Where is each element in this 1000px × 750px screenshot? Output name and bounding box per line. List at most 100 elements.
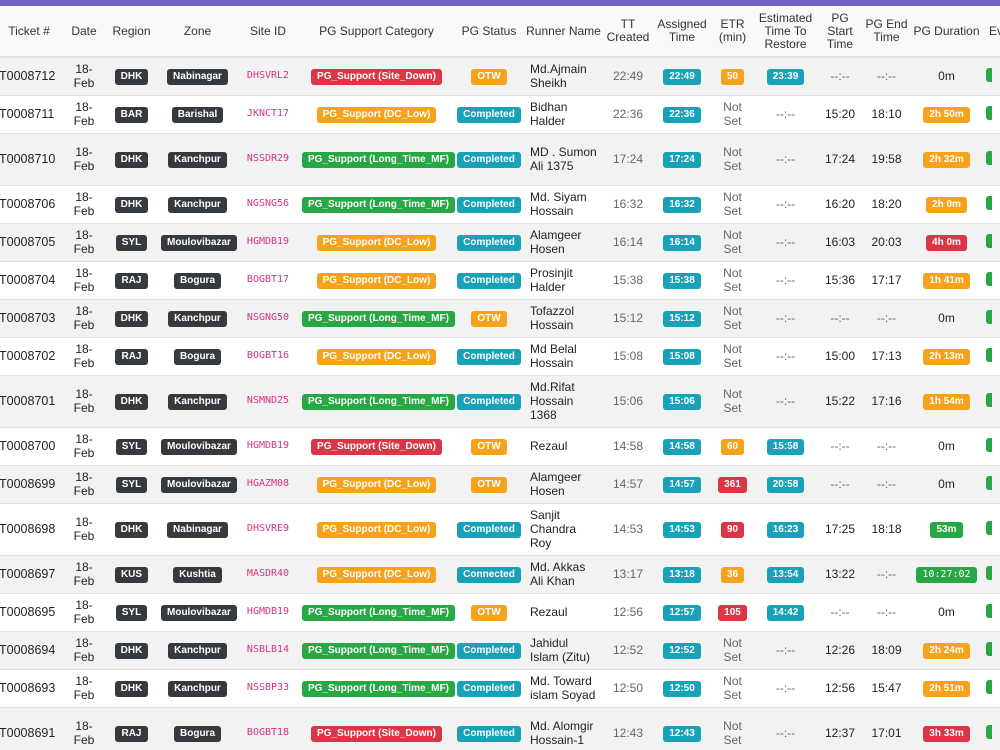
runner-name: Rezaul: [524, 593, 603, 632]
pg-start: --:--: [817, 299, 863, 338]
region: KUS: [105, 555, 158, 594]
table-row[interactable]: T0008697 18- Feb KUS Kushtia MASDR40 PG_Suppor…: [0, 555, 1000, 594]
pg-category: PG_Support (Long_Time_MF): [299, 669, 455, 708]
table-row[interactable]: T0008693 18- Feb DHK Kanchpur NSSBP33 PG_Suppo…: [0, 669, 1000, 708]
table-row[interactable]: T0008712 18- Feb DHK Nabinagar DHSVRL2 PG_Supp…: [0, 57, 1000, 96]
table-row[interactable]: T0008711 18- Feb BAR Barishal JKNCT17 PG_Suppo…: [0, 95, 1000, 134]
extra-column: [983, 337, 1000, 376]
table-row[interactable]: T0008705 18- Feb SYL Moulovibazar HGMDB19 PG_S…: [0, 223, 1000, 262]
zone-badge: Moulovibazar: [161, 476, 237, 493]
region-badge: SYL: [115, 604, 148, 621]
tt-created-text: 12:50: [612, 681, 644, 695]
date: 18- Feb: [63, 57, 105, 96]
table-row[interactable]: T0008710 18- Feb DHK Kanchpur NSSDR29 PG_Suppo…: [0, 133, 1000, 186]
table-row[interactable]: T0008691 18- Feb RAJ Bogura BOGBT18 PG_Support…: [0, 707, 1000, 750]
table-row[interactable]: T0008698 18- Feb DHK Nabinagar DHSVRE9 PG_Supp…: [0, 503, 1000, 556]
pg-duration: 10:27:02: [910, 555, 983, 594]
zone-badge: Moulovibazar: [161, 438, 237, 455]
pg-start-text: 17:25: [824, 522, 856, 536]
runner-name-text: Md. Toward islam Soyad: [530, 674, 596, 702]
category-badge: PG_Support (Long_Time_MF): [302, 310, 455, 327]
runner-name-text: Bidhan Halder: [530, 100, 568, 128]
header-tt-created[interactable]: TT Created: [603, 6, 653, 58]
runner-name-text: Rezaul: [530, 439, 568, 453]
table-row[interactable]: T0008706 18- Feb DHK Kanchpur NGSNG56 PG_Suppo…: [0, 185, 1000, 224]
table-row[interactable]: T0008694 18- Feb DHK Kanchpur NSBLB14 PG_Suppo…: [0, 631, 1000, 670]
region: DHK: [105, 185, 158, 224]
etr: Not Set: [711, 299, 754, 338]
pg-end: 17:16: [863, 375, 910, 428]
date: 18- Feb: [63, 95, 105, 134]
ticket-id: T0008701: [0, 375, 63, 428]
estimated-restore: 20:58: [754, 465, 817, 504]
assigned-time: 12:52: [653, 631, 711, 670]
category-badge: PG_Support (Site_Down): [311, 438, 442, 455]
category-badge: PG_Support (DC_Low): [316, 272, 437, 289]
etr-badge: 361: [718, 476, 747, 493]
runner-name: Md.Rifat Hossain 1368: [524, 375, 603, 428]
header-site-id[interactable]: Site ID: [237, 6, 299, 58]
header-ticket[interactable]: Ticket #: [0, 6, 63, 58]
ticket-id-text: T0008699: [0, 477, 56, 491]
header-zone[interactable]: Zone: [158, 6, 237, 58]
pg-duration-badge: 4h 0m: [926, 234, 967, 251]
status-badge: Completed: [457, 272, 521, 289]
runner-name-text: Alamgeer Hosen: [530, 228, 582, 256]
pg-duration-badge: 1h 41m: [923, 272, 970, 289]
date: 18- Feb: [63, 375, 105, 428]
header-date[interactable]: Date: [63, 6, 105, 58]
status-badge: Completed: [457, 196, 521, 213]
pg-start-text: 12:26: [824, 643, 856, 657]
pg-end-text: 15:47: [871, 681, 902, 695]
runner-name: Jahidul Islam (Zitu): [524, 631, 603, 670]
pg-end: 19:58: [863, 133, 910, 186]
pg-start-text: --:--: [830, 69, 850, 84]
runner-name-text: Md Belal Hossain: [530, 342, 577, 370]
table-row[interactable]: T0008704 18- Feb RAJ Bogura BOGBT17 PG_Support…: [0, 261, 1000, 300]
pg-start: 12:56: [817, 669, 863, 708]
header-pg-end[interactable]: PG End Time: [863, 6, 910, 58]
zone-badge: Kanchpur: [168, 196, 227, 213]
table-row[interactable]: T0008699 18- Feb SYL Moulovibazar HGAZM08 PG_S…: [0, 465, 1000, 504]
pg-end: --:--: [863, 593, 910, 632]
tt-created-text: 12:52: [612, 643, 644, 657]
site-id-text: NSGNG50: [246, 312, 290, 323]
region-badge: SYL: [115, 234, 148, 251]
pg-end-text: --:--: [876, 439, 897, 453]
table-row[interactable]: T0008703 18- Feb DHK Kanchpur NSGNG50 PG_Suppo…: [0, 299, 1000, 338]
pg-duration-badge: 2h 32m: [923, 151, 970, 168]
pg-start-text: --:--: [830, 311, 850, 325]
header-est-restore[interactable]: Estimated Time To Restore: [754, 6, 817, 58]
table-row[interactable]: T0008695 18- Feb SYL Moulovibazar HGMDB19 PG_S…: [0, 593, 1000, 632]
zone: Kanchpur: [158, 299, 237, 338]
header-etr[interactable]: ETR (min): [711, 6, 754, 58]
header-pg-status[interactable]: PG Status: [454, 6, 524, 58]
header-pg-start[interactable]: PG Start Time: [817, 6, 863, 58]
site-id-text: HGAZM08: [246, 478, 290, 489]
header-runner-name[interactable]: Runner Name: [524, 6, 603, 58]
header-pg-category[interactable]: PG Support Category: [299, 6, 454, 58]
zone-badge: Kanchpur: [168, 151, 227, 168]
pg-duration-text: 0m: [938, 477, 955, 491]
table-row[interactable]: T0008700 18- Feb SYL Moulovibazar HGMDB19 PG_S…: [0, 427, 1000, 466]
etr: Not Set: [711, 133, 754, 186]
etr: Not Set: [711, 95, 754, 134]
header-extra[interactable]: Ev C: [983, 6, 1000, 58]
truncated-badge: [986, 67, 992, 82]
header-region[interactable]: Region: [105, 6, 158, 58]
table-row[interactable]: T0008701 18- Feb DHK Kanchpur NSMND25 PG_Suppo…: [0, 375, 1000, 428]
status-badge: OTW: [471, 604, 507, 621]
zone: Kanchpur: [158, 185, 237, 224]
pg-status: OTW: [454, 427, 524, 466]
date-day: 18-: [75, 470, 93, 484]
pg-status: Completed: [454, 669, 524, 708]
ticket-id-text: T0008700: [0, 439, 56, 453]
table-row[interactable]: T0008702 18- Feb RAJ Bogura BOGBT16 PG_Support…: [0, 337, 1000, 376]
header-pg-duration[interactable]: PG Duration: [910, 6, 983, 58]
runner-name-text: Md. Akkas Ali Khan: [530, 560, 586, 588]
header-assigned-time[interactable]: Assigned Time: [653, 6, 711, 58]
site-id: NSBLB14: [237, 631, 299, 670]
tickets-table-container[interactable]: Ticket # Date Region Zone Site ID PG Support …: [0, 6, 1000, 750]
pg-duration-badge: 1h 54m: [923, 393, 970, 410]
category-badge: PG_Support (DC_Low): [316, 476, 437, 493]
